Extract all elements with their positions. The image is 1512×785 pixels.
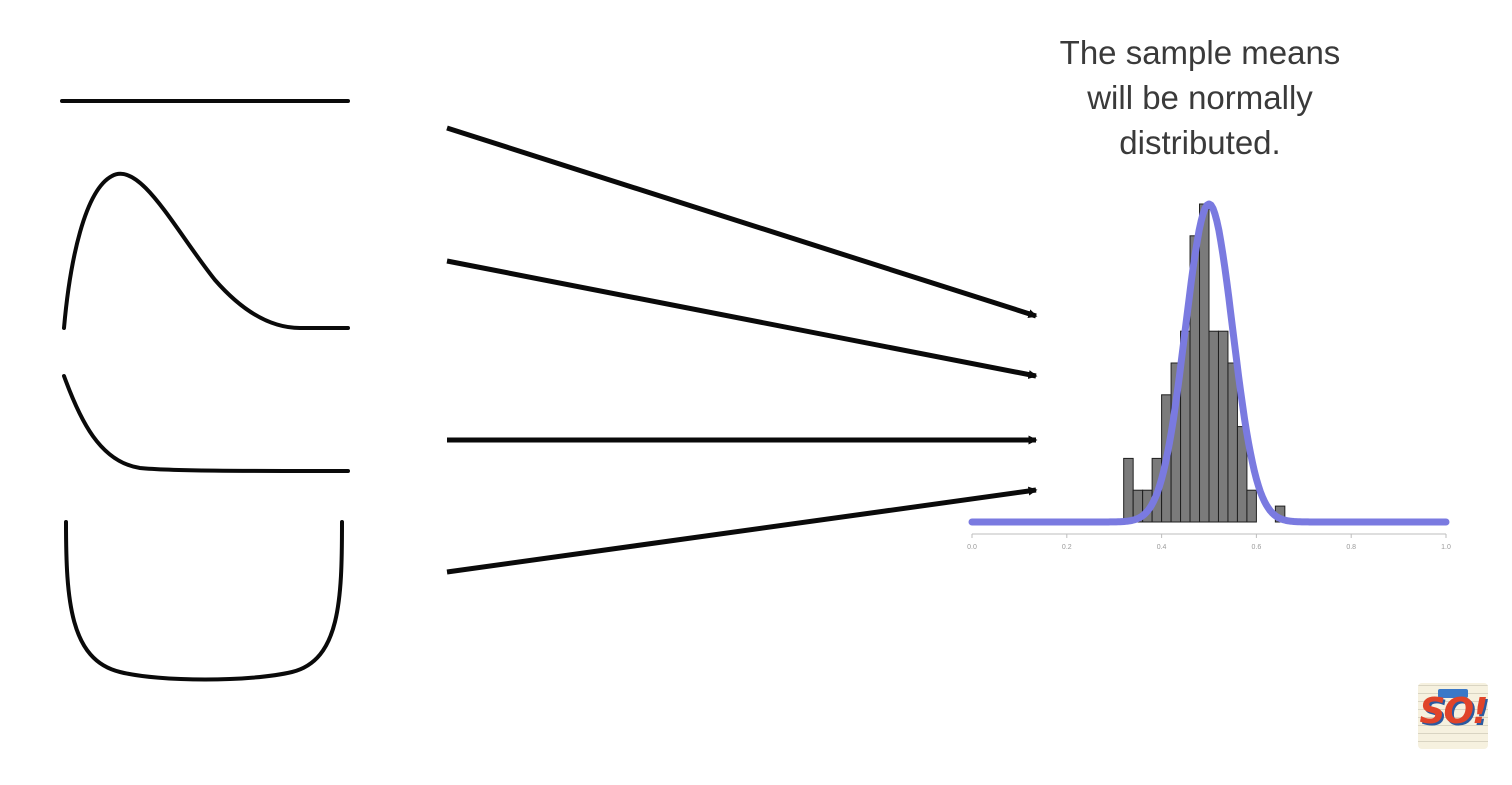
x-tick-label: 0.4 [1157,544,1167,551]
histogram-bar [1246,489,1257,523]
u-shaped-distribution-curve [64,520,344,682]
caption: The sample means will be normally distri… [1000,30,1400,165]
x-tick-label: 1.0 [1441,544,1451,551]
x-axis-ticks: 0.0 0.2 0.4 0.6 0.8 1.0 [967,534,1451,551]
x-tick-label: 0.6 [1252,544,1262,551]
caption-line-2: will be normally [1087,79,1313,116]
so-logo: SO! [1418,683,1488,749]
normal-curve [968,200,1450,526]
arrow-1 [446,125,1038,319]
exponential-distribution-curve [62,374,350,473]
logo-text: SO! [1419,691,1488,732]
x-tick-label: 0.0 [967,544,977,551]
logo-banner [1438,689,1468,698]
histogram-bar [1123,457,1134,523]
histogram-bars [1123,203,1286,523]
x-tick-label: 0.2 [1062,544,1072,551]
right-skewed-distribution-curve [62,171,350,330]
histogram-bar [1199,203,1210,523]
arrow-2 [446,258,1038,379]
arrow-4 [446,486,1038,575]
histogram-bar [1208,330,1219,523]
histogram-bar [1217,330,1229,523]
histogram-bar [1227,362,1238,523]
caption-line-3: distributed. [1119,124,1281,161]
histogram-bar [1236,426,1248,523]
x-tick-label: 0.8 [1346,544,1356,551]
caption-line-1: The sample means [1059,34,1341,71]
